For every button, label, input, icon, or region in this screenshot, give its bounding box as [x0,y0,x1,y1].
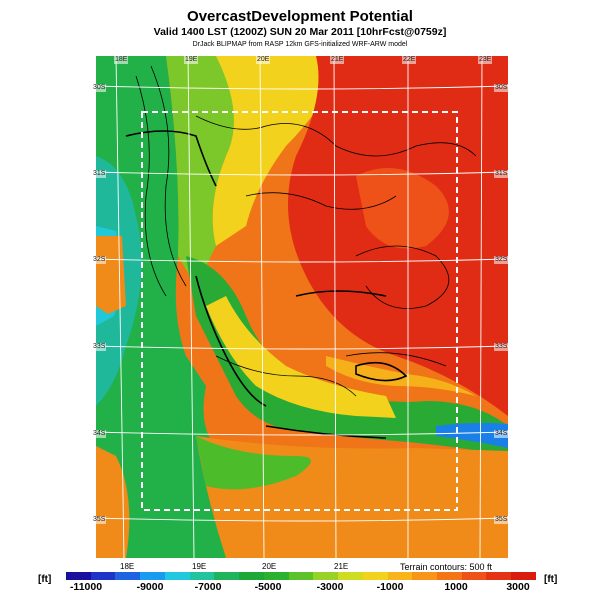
lat-label-left: 33S [92,343,107,351]
colorbar-swatch [164,572,190,580]
colorbar-swatch [288,572,314,580]
colorbar-swatch [511,572,536,580]
colorbar-swatch [90,572,116,580]
colorbar-tick-label: 1000 [444,581,468,593]
lat-label-left: 34S [92,430,107,438]
model-credit: DrJack BLIPMAP from RASP 12km GFS-initia… [192,41,408,48]
colorbar-swatch [214,572,240,580]
lon-label-top: 21E [330,56,345,64]
lon-label-bottom: 21E [334,562,349,571]
colorbar-tick-label: -5000 [254,581,282,593]
lat-label-right: 35S [494,516,509,524]
colorbar-swatch [362,572,388,580]
colorbar-swatch [239,572,264,580]
map-title: OvercastDevelopment Potential [187,8,413,25]
colorbar-swatch [387,572,413,580]
lon-label-top: 19E [184,56,199,64]
lon-label-bottom: 18E [120,562,135,571]
colorbar-unit-right: [ft] [544,574,558,585]
colorbar-swatch [263,572,289,580]
colorbar-swatch [313,572,339,580]
lon-label-top: 23E [478,56,493,64]
lat-label-left: 32S [92,256,107,264]
lat-label-right: 33S [494,343,509,351]
lat-label-left: 35S [92,516,107,524]
lat-label-right: 30S [494,84,509,92]
colorbar-swatch [140,572,165,580]
lon-label-bottom: 19E [192,562,207,571]
colorbar-tick-label: -9000 [136,581,164,593]
colorbar-swatch [461,572,487,580]
lat-label-left: 30S [92,84,107,92]
colorbar-swatch [338,572,363,580]
inner-domain-box [141,111,458,511]
colorbar-swatch [66,572,91,580]
colorbar-swatch [412,572,438,580]
colorbar-swatch [189,572,215,580]
valid-time-subtitle: Valid 1400 LST (1200Z) SUN 20 Mar 2011 [… [153,26,447,38]
major-contours [125,130,408,439]
colorbar-tick-label: -7000 [194,581,222,593]
colorbar-swatch [486,572,512,580]
colorbar-tick-label: -1000 [376,581,404,593]
colorbar-swatch [437,572,462,580]
colorbar-tick-label: -3000 [316,581,344,593]
lon-label-top: 22E [402,56,417,64]
lat-label-right: 34S [494,430,509,438]
lat-label-right: 32S [494,256,509,264]
terrain-contours-note: Terrain contours: 500 ft [400,562,493,572]
colorbar [66,572,536,580]
lon-label-bottom: 20E [262,562,277,571]
colorbar-tick-label: -11000 [69,581,103,593]
lon-label-top: 18E [114,56,129,64]
colorbar-swatch [115,572,141,580]
colorbar-unit-left: [ft] [38,574,52,585]
lat-lon-grid [96,56,508,558]
lat-label-left: 31S [92,170,107,178]
lat-label-right: 31S [494,170,509,178]
lon-label-top: 20E [256,56,271,64]
forecast-map [96,56,508,558]
colorbar-tick-label: 3000 [506,581,530,593]
